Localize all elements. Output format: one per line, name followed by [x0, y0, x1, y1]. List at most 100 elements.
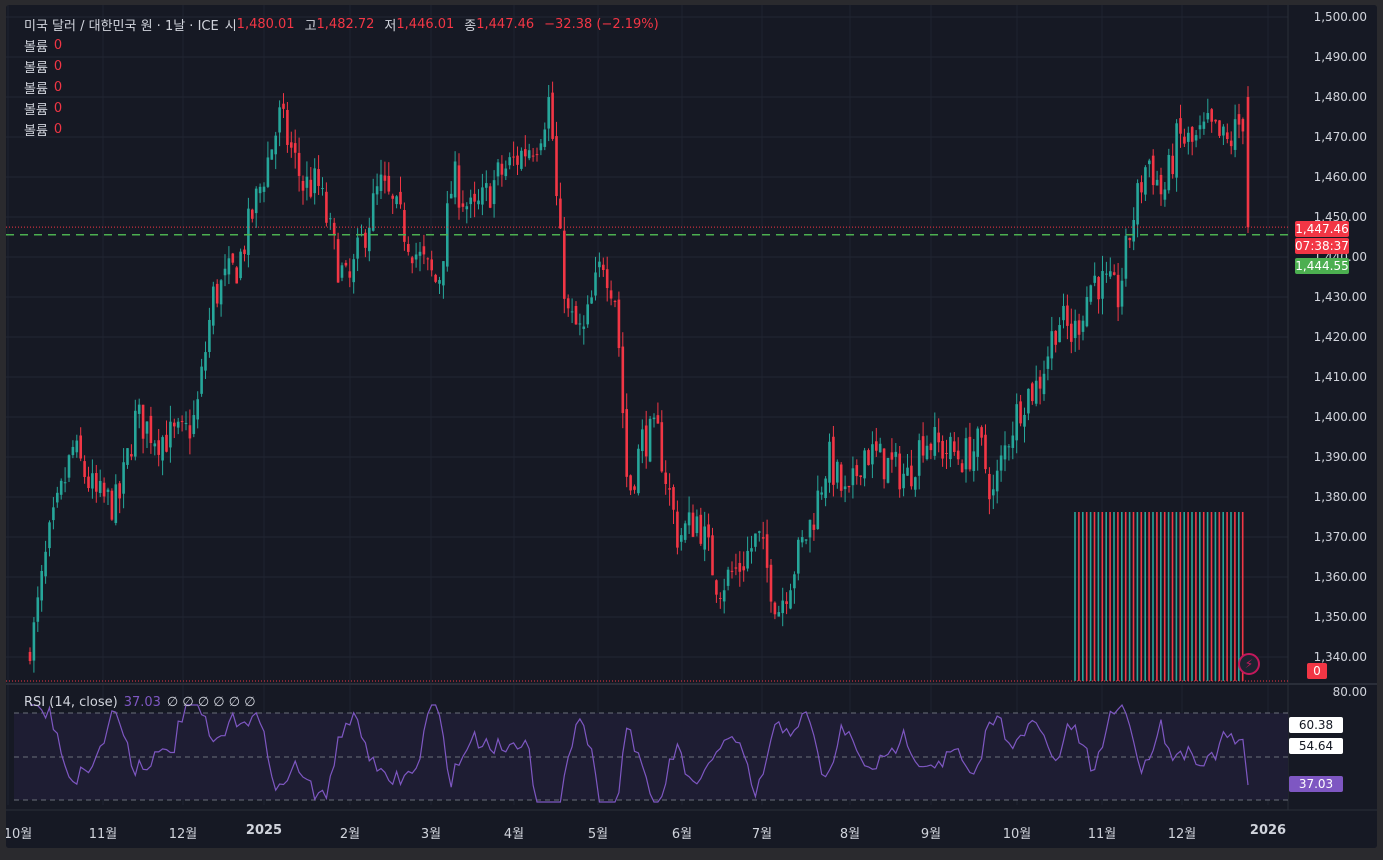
candle-body — [761, 537, 765, 539]
candle-body — [995, 470, 999, 492]
candle-body — [1202, 121, 1206, 129]
candle-body — [683, 523, 687, 540]
candle-body — [563, 230, 566, 299]
volume-legend-4[interactable]: 볼륨 0 — [24, 99, 62, 118]
candle-body — [1081, 320, 1085, 332]
candle-body — [914, 477, 917, 490]
candle-body — [797, 539, 800, 574]
candle-body — [344, 262, 348, 266]
chart-canvas[interactable] — [6, 5, 1377, 848]
candle-body — [824, 478, 827, 499]
candle-body — [500, 163, 504, 175]
rsi-upper-tag: 60.38 — [1289, 717, 1343, 733]
candle-body — [161, 437, 164, 461]
volume-legend-1[interactable]: 볼륨 0 — [24, 36, 62, 55]
chart-frame[interactable]: 미국 달러 / 대한민국 원 · 1날 · ICE 시 1,480.01 고 1,4… — [6, 5, 1377, 848]
time-tick-label: 7월 — [751, 827, 773, 842]
candle-body — [855, 465, 859, 477]
candle-body — [882, 448, 886, 480]
flash-icon[interactable]: ⚡ — [1238, 653, 1260, 675]
candle-body — [383, 175, 387, 181]
candle-body — [1054, 330, 1057, 345]
time-tick-label: 2026 — [1249, 823, 1287, 838]
candle-body — [738, 562, 742, 572]
time-tick-label: 5월 — [587, 827, 609, 842]
candle-body — [695, 516, 699, 534]
candle-body — [836, 461, 839, 483]
candle-body — [1109, 271, 1112, 277]
candle-body — [1128, 237, 1132, 241]
volume-legend-3[interactable]: 볼륨 0 — [24, 78, 62, 97]
candle-body — [816, 490, 820, 529]
candle-body — [145, 421, 149, 434]
candle-body — [894, 451, 898, 457]
candle-body — [118, 483, 121, 499]
candle-body — [375, 186, 379, 195]
candle-body — [800, 537, 804, 543]
rsi-title: RSI (14, close) — [24, 695, 118, 710]
candle-body — [32, 622, 36, 661]
candle-body — [231, 253, 235, 263]
candle-body — [754, 533, 757, 547]
candle-body — [1218, 120, 1221, 136]
symbol-name[interactable]: 미국 달러 / 대한민국 원 · 1날 · ICE — [24, 19, 219, 34]
candle-body — [1214, 119, 1217, 122]
candle-body — [469, 197, 472, 205]
candle-body — [808, 519, 812, 538]
candle-body — [605, 269, 609, 289]
time-tick-label: 6월 — [671, 827, 693, 842]
candle-body — [972, 451, 976, 472]
price-tick-label: 1,430.00 — [1313, 290, 1367, 304]
candle-body — [1097, 277, 1100, 300]
candle-body — [1229, 140, 1233, 147]
time-tick-label: 2025 — [245, 823, 283, 838]
candle-body — [219, 280, 223, 305]
candle-body — [407, 243, 410, 252]
last-price-tag: 1,447.46 — [1295, 221, 1349, 237]
candle-body — [227, 258, 231, 275]
candle-body — [758, 531, 761, 533]
candle-body — [75, 440, 79, 453]
candle-body — [215, 283, 219, 304]
open-label: 시 — [224, 19, 237, 34]
candle-body — [184, 422, 188, 424]
candle-body — [309, 179, 313, 197]
candle-body — [176, 421, 180, 428]
candle-body — [984, 434, 987, 470]
candle-body — [980, 427, 983, 438]
candle-body — [465, 206, 469, 210]
candle-body — [559, 198, 562, 229]
volume-legend-5[interactable]: 볼륨 0 — [24, 120, 62, 139]
candle-body — [122, 462, 125, 494]
candle-body — [1132, 220, 1135, 242]
candle-body — [251, 209, 254, 219]
candle-body — [508, 157, 511, 166]
candle-body — [134, 410, 137, 457]
candle-body — [180, 421, 184, 423]
candle-body — [602, 264, 605, 270]
candle-body — [1112, 272, 1116, 275]
candle-body — [282, 103, 285, 109]
volume-legend-2[interactable]: 볼륨 0 — [24, 57, 62, 76]
price-tick-label: 1,470.00 — [1313, 130, 1367, 144]
candle-body — [1034, 380, 1038, 404]
candle-body — [1070, 323, 1073, 342]
candle-body — [629, 475, 632, 491]
candle-body — [1050, 331, 1054, 359]
rsi-legend[interactable]: RSI (14, close) 37.03 ∅ ∅ ∅ ∅ ∅ ∅ — [24, 695, 256, 710]
candle-body — [274, 135, 277, 155]
candle-body — [418, 251, 422, 256]
candle-body — [902, 473, 905, 489]
candle-body — [1226, 132, 1229, 140]
candle-body — [968, 436, 972, 470]
price-tick-label: 1,490.00 — [1313, 50, 1367, 64]
candle-body — [1019, 401, 1022, 424]
volume-label: 볼륨 — [24, 103, 48, 118]
candle-body — [512, 156, 515, 158]
candle-body — [878, 443, 882, 453]
volume-value: 0 — [53, 122, 63, 137]
candle-body — [941, 440, 944, 459]
candle-body — [746, 550, 749, 569]
candle-body — [208, 319, 211, 352]
low-label: 저 — [384, 19, 397, 34]
